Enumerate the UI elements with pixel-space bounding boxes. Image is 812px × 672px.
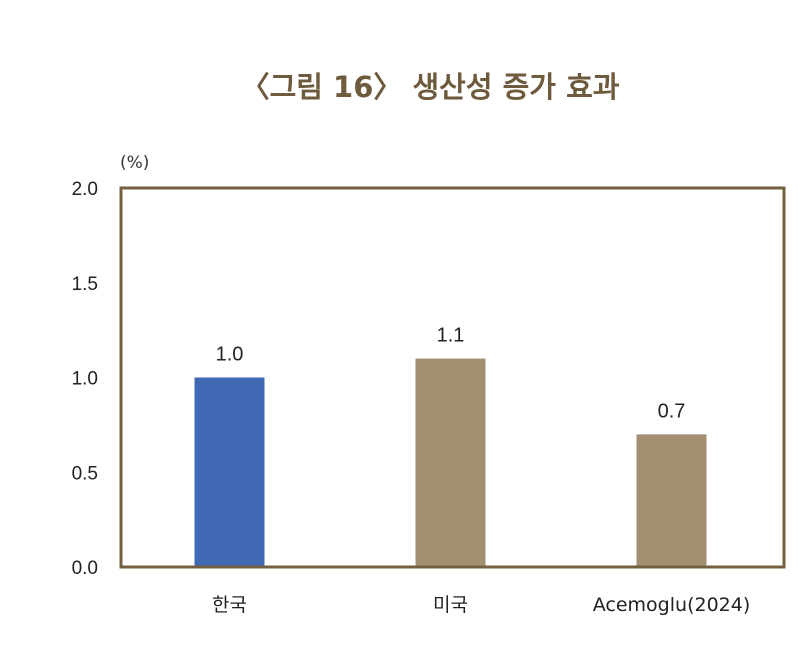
value-labels: 1.0 1.1 0.7 xyxy=(216,325,686,423)
y-tick-label: 1.5 xyxy=(72,274,98,295)
y-unit-label: (%) xyxy=(120,153,149,173)
y-tick-label: 0.5 xyxy=(72,463,98,484)
bar xyxy=(415,358,486,567)
category-label: Acemoglu(2024) xyxy=(593,594,751,616)
category-label: 미국 xyxy=(433,594,468,616)
y-axis-ticks: 0.0 0.5 1.0 1.5 2.0 xyxy=(72,179,98,579)
category-labels: 한국 미국 Acemoglu(2024) xyxy=(212,594,750,616)
y-tick-label: 2.0 xyxy=(72,179,98,200)
bar-value-label: 1.1 xyxy=(437,325,465,347)
bar xyxy=(194,377,265,567)
bar-value-label: 1.0 xyxy=(216,344,244,366)
bars xyxy=(194,358,707,567)
y-tick-label: 1.0 xyxy=(72,369,98,390)
y-tick-label: 0.0 xyxy=(72,558,98,579)
category-label: 한국 xyxy=(212,594,247,616)
plot-frame xyxy=(119,186,786,569)
chart-title: 〈그림 16〉 생산성 증가 효과 xyxy=(241,70,620,104)
bar-value-label: 0.7 xyxy=(658,400,686,422)
bar xyxy=(636,434,707,567)
